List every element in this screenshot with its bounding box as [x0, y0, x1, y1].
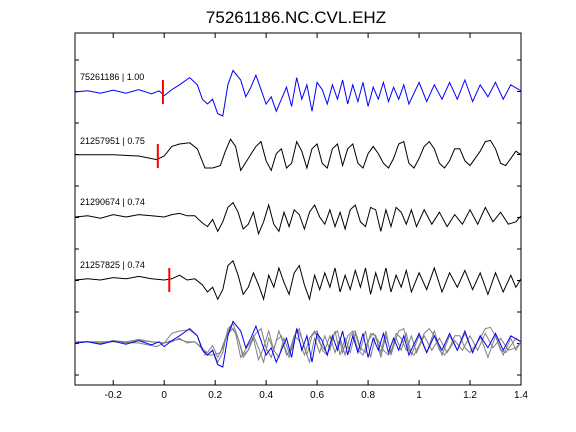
trace-label: 21257825 | 0.74: [80, 260, 145, 270]
x-tick-label: 0.4: [259, 390, 273, 401]
x-tick-label: 1.2: [463, 390, 477, 401]
x-tick-label: 0.2: [208, 390, 222, 401]
trace-line: [75, 138, 522, 172]
plot-frame: [74, 32, 522, 386]
trace-line: [74, 201, 522, 236]
trace-label: 75261186 | 1.00: [80, 72, 144, 82]
x-tick-label: 1: [416, 390, 422, 401]
trace-label: 21257951 | 0.75: [80, 136, 145, 146]
x-tick-label: 0.6: [310, 390, 324, 401]
overlay-trace-line: [74, 322, 522, 365]
chart-title: 75261186.NC.CVL.EHZ: [206, 8, 386, 27]
trace-line: [74, 259, 522, 302]
x-tick-label: 1.4: [514, 390, 528, 401]
x-tick-label: 0.8: [361, 390, 375, 401]
plot-area: -0.2 0 0.2 0.4 0.6 0.8 1 1.2 1.4 75261186 | 1.00 2…: [74, 32, 528, 401]
x-tick-label: 0: [161, 390, 167, 401]
trace-label: 21290674 | 0.74: [80, 197, 145, 207]
trace-line: [74, 69, 522, 117]
overlay-trace-line: [74, 320, 522, 368]
x-tick-label: -0.2: [105, 390, 123, 401]
